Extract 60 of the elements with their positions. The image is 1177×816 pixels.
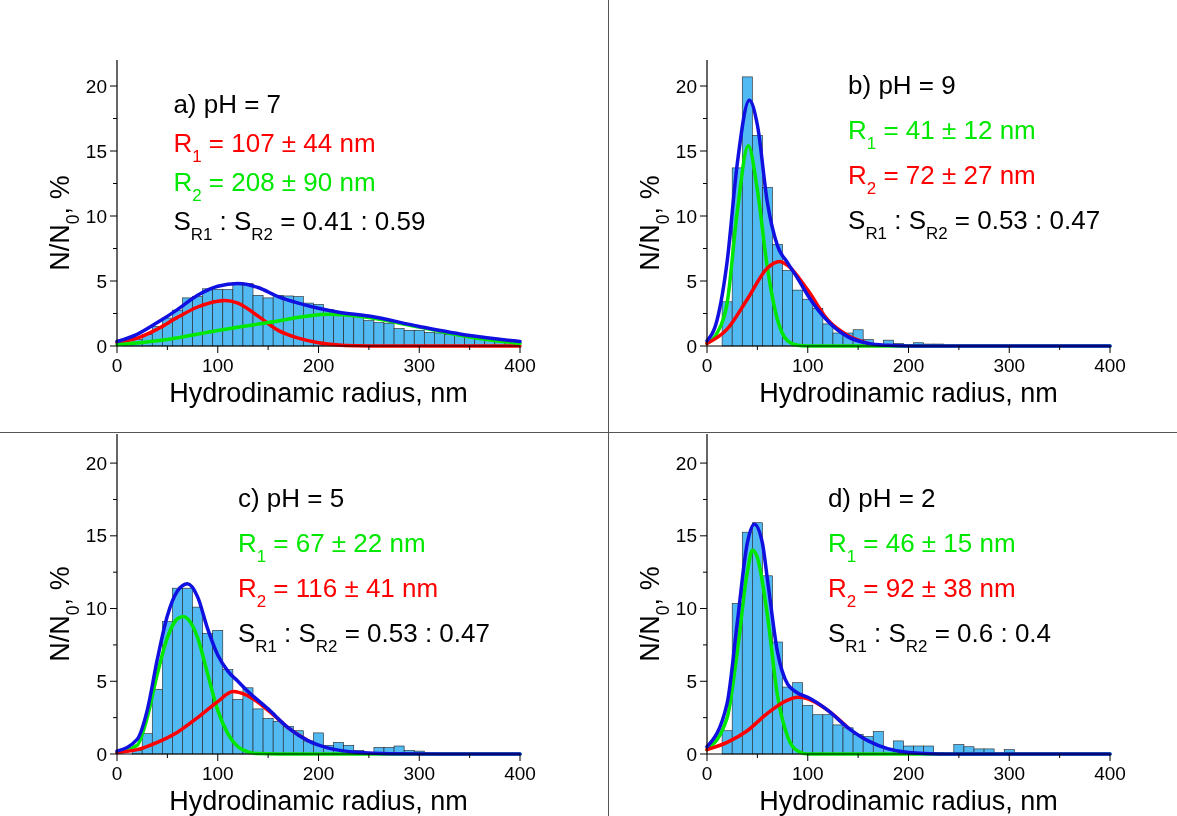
y-tick-label: 5	[96, 670, 107, 692]
y-tick-label: 5	[686, 270, 697, 292]
x-axis-title: Hydrodinamic radius, nm	[169, 786, 468, 816]
y-tick-label: 20	[675, 452, 697, 474]
x-axis-title: Hydrodinamic radius, nm	[169, 378, 468, 408]
y-tick-label: 20	[675, 75, 697, 97]
text: a) pH = 7	[173, 89, 282, 119]
x-tick-label: 200	[892, 763, 925, 784]
x-tick-label: 400	[504, 763, 536, 784]
x-tick-label: 300	[993, 355, 1026, 376]
x-axis-title: Hydrodinamic radius, nm	[759, 378, 1058, 408]
x-tick-label: 100	[201, 355, 234, 376]
annotation: S$_{R1}$ : S$_{R2}$ = 0.41 : 0.59	[173, 206, 426, 244]
x-axis-title: Hydrodinamic radius, nm	[759, 786, 1058, 816]
x-tick-label: 200	[302, 355, 335, 376]
text: R$_{2}$ = 92 ± 38 nm	[827, 573, 1016, 611]
x-tick-label: 0	[111, 355, 123, 376]
y-tick-label: 10	[85, 205, 107, 227]
x-tick-label: 400	[1094, 763, 1126, 784]
annotation: S$_{R1}$ : S$_{R2}$ = 0.53 : 0.47	[848, 205, 1101, 243]
text: R$_{1}$ = 46 ± 15 nm	[827, 528, 1016, 566]
text: R$_{2}$ = 116 ± 41 nm	[237, 573, 439, 611]
x-tick-label: 300	[403, 355, 436, 376]
y-tick-label: 0	[686, 335, 697, 357]
x-tick-label: 0	[701, 763, 713, 784]
annotation: S$_{R1}$ : S$_{R2}$ = 0.53 : 0.47	[237, 618, 490, 656]
y-tick-label: 15	[675, 525, 697, 547]
text: R$_{1}$ = 41 ± 12 nm	[848, 115, 1036, 153]
text: R$_{2}$ = 208 ± 90 nm	[173, 167, 376, 205]
x-tick-label: 100	[201, 763, 234, 784]
y-tick-label: 0	[686, 743, 697, 765]
y-tick-label: 5	[686, 670, 697, 692]
text: c) pH = 5	[237, 483, 345, 513]
x-tick-label: 200	[892, 355, 925, 376]
y-tick-label: 10	[85, 598, 107, 620]
text: d) pH = 2	[827, 483, 936, 513]
y-tick-label: 15	[85, 140, 107, 162]
y-tick-label: 20	[85, 452, 107, 474]
text: R$_{1}$ = 107 ± 44 nm	[173, 128, 376, 166]
x-tick-label: 100	[791, 355, 824, 376]
y-tick-label: 10	[675, 205, 697, 227]
annotation: S$_{R1}$ : S$_{R2}$ = 0.6 : 0.4	[827, 618, 1052, 656]
y-tick-label: 0	[96, 335, 107, 357]
y-tick-label: 15	[85, 525, 107, 547]
x-tick-label: 300	[403, 763, 436, 784]
x-tick-label: 400	[504, 355, 536, 376]
text: R$_{1}$ = 67 ± 22 nm	[237, 528, 426, 566]
y-tick-label: 5	[96, 270, 107, 292]
x-tick-label: 400	[1094, 355, 1126, 376]
x-tick-label: 100	[791, 763, 824, 784]
x-tick-label: 0	[701, 355, 713, 376]
y-tick-label: 15	[675, 140, 697, 162]
x-tick-label: 300	[993, 763, 1026, 784]
y-tick-label: 20	[85, 75, 107, 97]
text: R$_{2}$ = 72 ± 27 nm	[848, 160, 1036, 198]
chart-title: b) pH = 9	[848, 70, 956, 100]
y-tick-label: 10	[675, 598, 697, 620]
x-tick-label: 200	[302, 763, 335, 784]
x-tick-label: 0	[111, 763, 123, 784]
y-tick-label: 0	[96, 743, 107, 765]
